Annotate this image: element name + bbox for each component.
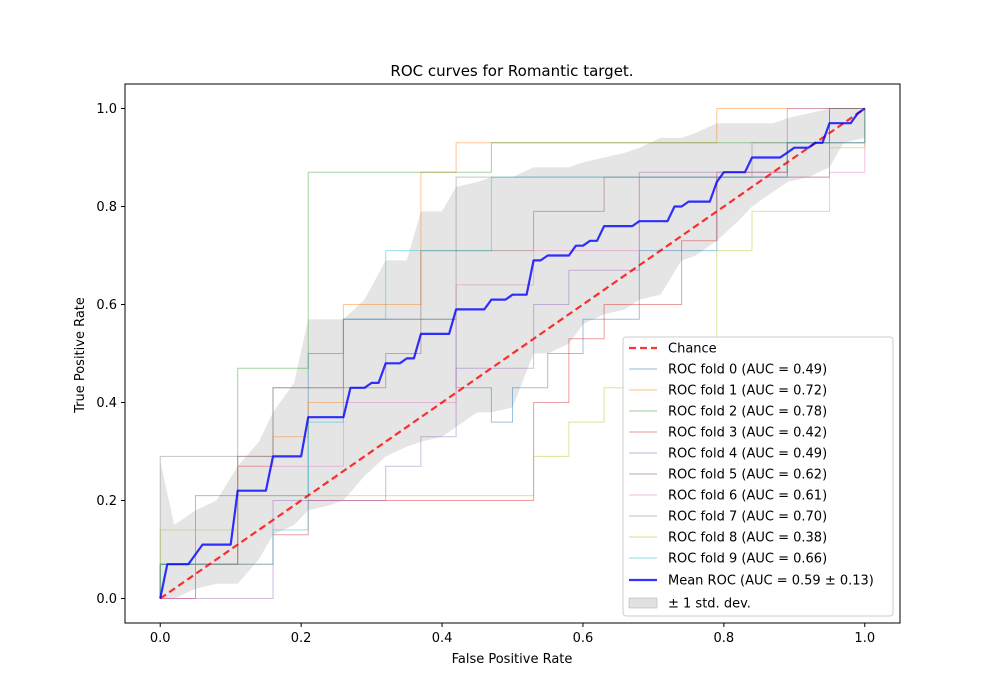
y-tick-label: 1.0 <box>96 102 117 117</box>
legend: Chance ROC fold 0 (AUC = 0.49) ROC fold 1 … <box>622 336 894 617</box>
y-tick-label: 0.6 <box>96 298 117 313</box>
legend-label-fold-9: ROC fold 9 (AUC = 0.66) <box>668 552 827 567</box>
legend-label-chance: Chance <box>668 342 717 357</box>
legend-label-fold-1: ROC fold 1 (AUC = 0.72) <box>668 384 827 399</box>
legend-label-mean-roc: Mean ROC (AUC = 0.59 ± 0.13) <box>668 574 874 589</box>
plot-area <box>159 107 866 600</box>
roc-fold-6-line <box>160 108 866 599</box>
roc-fold-2-line <box>159 108 865 599</box>
x-tick-label: 0.2 <box>291 631 312 646</box>
legend-label-fold-6: ROC fold 6 (AUC = 0.61) <box>668 489 827 504</box>
x-axis-label: False Positive Rate <box>452 652 573 667</box>
chart-title: ROC curves for Romantic target. <box>390 62 633 80</box>
y-tick-label: 0.2 <box>96 494 117 509</box>
legend-label-fold-0: ROC fold 0 (AUC = 0.49) <box>668 363 827 378</box>
x-tick-label: 0.0 <box>150 631 171 646</box>
x-tick-label: 0.8 <box>714 631 735 646</box>
legend-label-fold-4: ROC fold 4 (AUC = 0.49) <box>668 447 827 462</box>
y-tick-label: 0.4 <box>96 396 117 411</box>
legend-box <box>622 336 894 617</box>
mean-roc-line <box>159 107 866 599</box>
roc-fold-9-line <box>159 108 866 599</box>
legend-label-fold-7: ROC fold 7 (AUC = 0.70) <box>668 510 827 525</box>
roc-fold-0-line <box>159 108 866 599</box>
y-tick-label: 0.0 <box>96 592 117 607</box>
chance-line <box>159 107 866 600</box>
x-tick-label: 0.6 <box>573 631 594 646</box>
roc-fold-8-line <box>159 108 866 599</box>
x-tick-label: 1.0 <box>854 631 875 646</box>
roc-fold-4-line <box>160 108 865 599</box>
y-tick-label: 0.8 <box>96 200 117 215</box>
axes: 0.0 0.0 0.2 0.2 0.4 0.4 0.6 0.6 0.8 0.8 1.0 1.0 <box>96 83 901 646</box>
legend-swatch-std-band <box>628 597 658 609</box>
roc-fold-3-line <box>160 108 866 599</box>
legend-label-fold-8: ROC fold 8 (AUC = 0.38) <box>668 531 827 546</box>
legend-label-std-band: ± 1 std. dev. <box>668 597 751 612</box>
x-tick-label: 0.4 <box>432 631 453 646</box>
legend-label-fold-3: ROC fold 3 (AUC = 0.42) <box>668 426 827 441</box>
axes-frame <box>124 83 901 624</box>
legend-label-fold-5: ROC fold 5 (AUC = 0.62) <box>668 468 827 483</box>
y-axis-label: True Positive Rate <box>73 297 88 414</box>
legend-label-fold-2: ROC fold 2 (AUC = 0.78) <box>668 405 827 420</box>
